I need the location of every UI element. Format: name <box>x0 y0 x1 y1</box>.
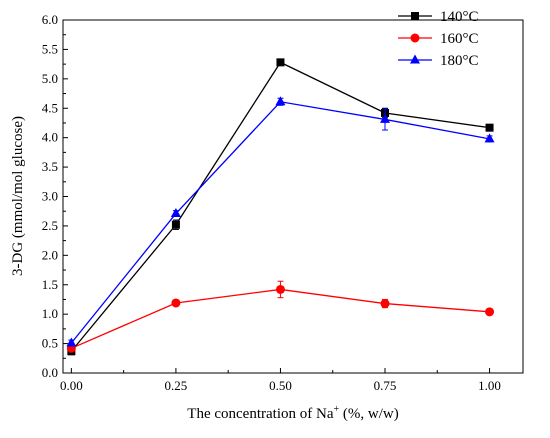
x-tick-label: 0.25 <box>165 378 188 393</box>
x-axis-label-superscript: + <box>333 404 339 415</box>
series-line <box>71 288 490 349</box>
data-point <box>380 113 390 123</box>
legend-marker <box>411 12 419 20</box>
data-point <box>276 58 285 67</box>
y-tick-label: 4.0 <box>42 130 58 145</box>
legend-item: 180°C <box>398 53 479 69</box>
y-tick-label: 3.5 <box>42 159 58 174</box>
x-axis-label: The concentration of Na+ (%, w/w) <box>187 404 398 422</box>
y-tick-label: 6.0 <box>42 12 58 27</box>
legend-label: 160°C <box>440 31 479 47</box>
legend: 140°C 160°C 180°C <box>398 9 479 69</box>
y-axis-ticks: 0.0 0.5 1.0 1.5 2.0 2.5 3.0 3.5 4.0 4.5 5.0 5.5 6.0 <box>42 12 68 380</box>
data-point <box>171 298 181 308</box>
y-tick-label: 5.0 <box>42 71 58 86</box>
series-circle <box>66 280 495 353</box>
plot-frame <box>62 19 524 374</box>
x-tick-label: 0.00 <box>60 378 83 393</box>
y-tick-label: 1.5 <box>42 277 58 292</box>
data-point <box>275 284 285 294</box>
data-point <box>380 299 390 309</box>
legend-marker <box>410 54 420 64</box>
series-layer <box>66 58 495 356</box>
y-axis-label: 3-DG (mmol/mol glucose) <box>10 116 26 276</box>
legend-label: 140°C <box>440 9 479 25</box>
y-tick-label: 5.5 <box>42 41 58 56</box>
x-tick-label: 0.75 <box>374 378 397 393</box>
x-axis-label-main: The concentration of Na <box>187 406 334 422</box>
legend-item: 140°C <box>398 9 479 25</box>
series-triangle <box>66 96 495 347</box>
y-tick-label: 0.0 <box>42 365 58 380</box>
y-tick-label: 1.0 <box>42 306 58 321</box>
x-axis-label-tail: (%, w/w) <box>339 406 399 422</box>
y-tick-label: 4.5 <box>42 100 58 115</box>
x-tick-label: 0.50 <box>269 378 292 393</box>
data-point <box>275 96 286 106</box>
y-tick-label: 0.5 <box>42 336 58 351</box>
data-point <box>484 133 495 143</box>
legend-label: 180°C <box>440 53 479 69</box>
data-point <box>170 208 181 218</box>
legend-item: 160°C <box>398 31 479 47</box>
y-tick-label: 2.5 <box>42 218 58 233</box>
x-axis-ticks: 0.00 0.25 0.50 0.75 1.00 <box>60 368 501 393</box>
legend-marker <box>410 33 420 43</box>
data-point <box>485 123 494 132</box>
data-point <box>171 220 180 229</box>
y-tick-label: 3.0 <box>42 189 58 204</box>
data-point <box>485 307 495 317</box>
y-tick-label: 2.0 <box>42 247 58 262</box>
data-point <box>66 337 77 347</box>
x-tick-label: 1.00 <box>478 378 501 393</box>
